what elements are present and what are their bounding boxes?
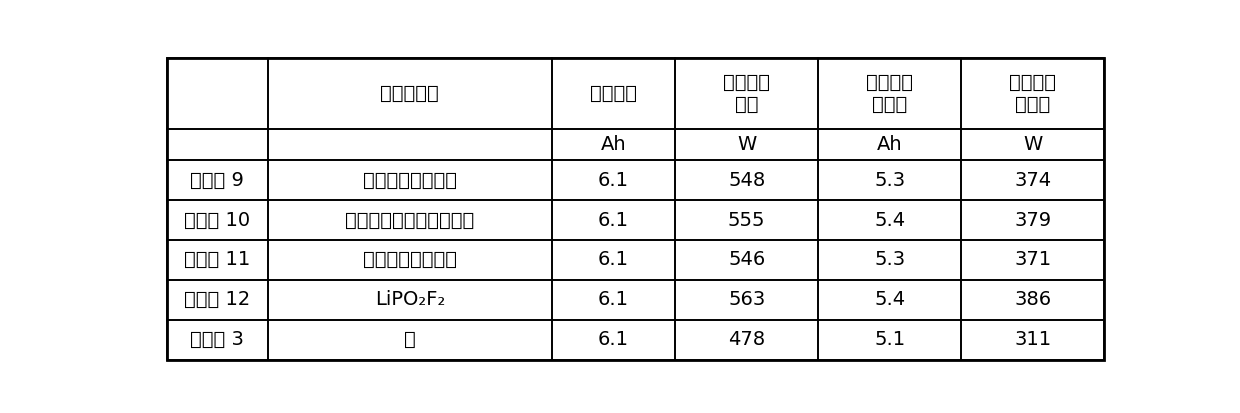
Text: Ah: Ah xyxy=(600,135,626,154)
Text: 耐久后电
池容量: 耐久后电 池容量 xyxy=(867,73,914,114)
Text: 386: 386 xyxy=(1014,290,1052,309)
Bar xyxy=(818,57,961,128)
Text: 实施例 9: 实施例 9 xyxy=(190,171,244,190)
Text: LiPO₂F₂: LiPO₂F₂ xyxy=(374,290,445,309)
Text: 实施例 10: 实施例 10 xyxy=(184,211,250,230)
Text: 甲磺酸三甲基甲硅烷基酯: 甲磺酸三甲基甲硅烷基酯 xyxy=(345,211,475,230)
Text: 563: 563 xyxy=(728,290,765,309)
Bar xyxy=(552,240,675,280)
Bar xyxy=(166,160,268,200)
Text: 六甲基环三硅氧烷: 六甲基环三硅氧烷 xyxy=(363,171,456,190)
Text: 耐久后输
出功率: 耐久后输 出功率 xyxy=(1009,73,1056,114)
Bar xyxy=(166,57,268,128)
Bar xyxy=(552,57,675,128)
Text: 548: 548 xyxy=(728,171,765,190)
Text: 371: 371 xyxy=(1014,250,1052,269)
Text: 555: 555 xyxy=(728,211,765,230)
Bar xyxy=(166,128,268,160)
Bar xyxy=(166,320,268,360)
Bar xyxy=(675,280,818,320)
Bar xyxy=(675,160,818,200)
Text: 无: 无 xyxy=(404,330,415,349)
Bar xyxy=(552,320,675,360)
Bar xyxy=(961,128,1105,160)
Bar xyxy=(268,320,552,360)
Bar xyxy=(268,57,552,128)
Text: 6.1: 6.1 xyxy=(598,171,629,190)
Bar xyxy=(675,200,818,240)
Bar xyxy=(166,240,268,280)
Text: 5.1: 5.1 xyxy=(874,330,905,349)
Bar xyxy=(166,280,268,320)
Bar xyxy=(552,160,675,200)
Bar xyxy=(961,280,1105,320)
Bar xyxy=(675,128,818,160)
Text: 311: 311 xyxy=(1014,330,1052,349)
Bar xyxy=(675,240,818,280)
Text: 546: 546 xyxy=(728,250,765,269)
Text: W: W xyxy=(737,135,756,154)
Bar xyxy=(552,200,675,240)
Text: Ah: Ah xyxy=(877,135,903,154)
Text: 5.4: 5.4 xyxy=(874,290,905,309)
Bar xyxy=(961,320,1105,360)
Text: 电池容量: 电池容量 xyxy=(590,83,637,102)
Bar xyxy=(268,280,552,320)
Bar xyxy=(818,240,961,280)
Text: 苯基二甲基氯硅烷: 苯基二甲基氯硅烷 xyxy=(363,250,456,269)
Text: 6.1: 6.1 xyxy=(598,250,629,269)
Bar xyxy=(961,160,1105,200)
Text: 比较例 3: 比较例 3 xyxy=(190,330,244,349)
Bar xyxy=(961,200,1105,240)
Text: 478: 478 xyxy=(728,330,765,349)
Bar xyxy=(961,57,1105,128)
Bar xyxy=(961,240,1105,280)
Bar xyxy=(818,200,961,240)
Bar xyxy=(818,280,961,320)
Bar xyxy=(552,280,675,320)
Text: W: W xyxy=(1023,135,1043,154)
Bar xyxy=(268,128,552,160)
Text: 5.3: 5.3 xyxy=(874,250,905,269)
Bar xyxy=(166,200,268,240)
Bar xyxy=(675,57,818,128)
Text: 6.1: 6.1 xyxy=(598,330,629,349)
Bar xyxy=(268,160,552,200)
Text: 374: 374 xyxy=(1014,171,1052,190)
Text: 379: 379 xyxy=(1014,211,1052,230)
Bar xyxy=(268,200,552,240)
Bar xyxy=(818,320,961,360)
Text: 5.3: 5.3 xyxy=(874,171,905,190)
Bar xyxy=(818,160,961,200)
Text: 6.1: 6.1 xyxy=(598,290,629,309)
Text: 5.4: 5.4 xyxy=(874,211,905,230)
Text: 6.1: 6.1 xyxy=(598,211,629,230)
Bar xyxy=(552,128,675,160)
Text: 实施例 12: 实施例 12 xyxy=(184,290,250,309)
Bar xyxy=(268,240,552,280)
Bar xyxy=(675,320,818,360)
Text: 特定化合物: 特定化合物 xyxy=(381,83,439,102)
Text: 初期输出
功率: 初期输出 功率 xyxy=(723,73,770,114)
Bar xyxy=(818,128,961,160)
Text: 实施例 11: 实施例 11 xyxy=(184,250,250,269)
